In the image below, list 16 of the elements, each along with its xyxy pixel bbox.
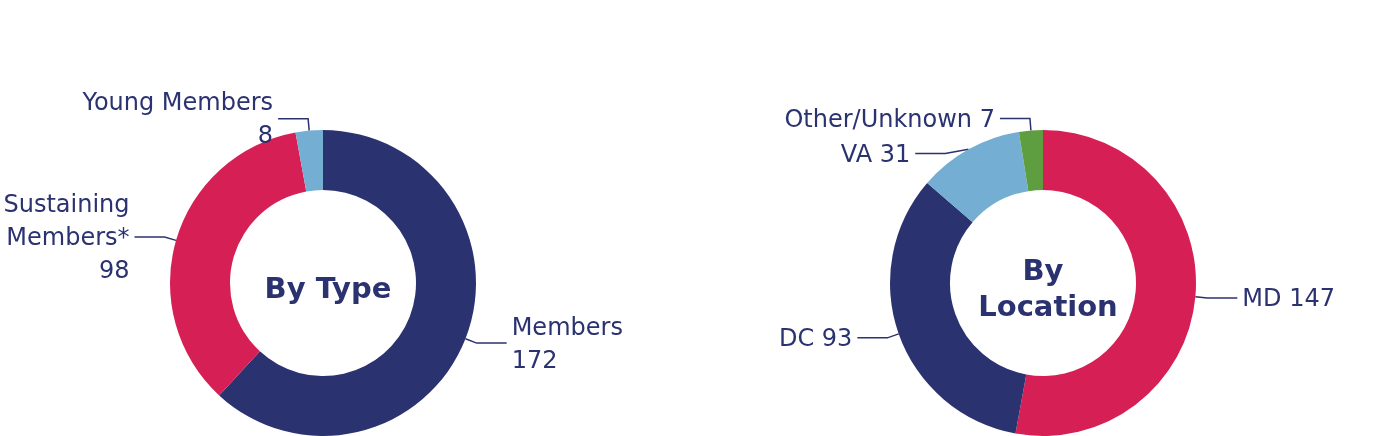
data-label: 147 xyxy=(1289,283,1335,312)
text: By Type xyxy=(264,271,392,305)
slice-label: VA xyxy=(840,139,873,168)
slice-label: Members xyxy=(511,312,623,341)
data-label: 7 xyxy=(979,104,995,133)
data-label: 31 xyxy=(879,139,911,168)
slice-label: MD xyxy=(1242,283,1282,312)
slice-label: DC xyxy=(778,323,815,352)
data-label: 172 xyxy=(511,345,558,374)
slice-label: Young Members xyxy=(81,88,274,117)
data-label: 93 xyxy=(821,323,853,352)
text: By Location xyxy=(978,253,1118,323)
data-label: 98 xyxy=(98,256,130,284)
data-label: 8 xyxy=(257,121,274,150)
slice-label: Other/Unknown xyxy=(784,104,973,133)
slice-label: Sustaining Members* xyxy=(3,190,130,251)
